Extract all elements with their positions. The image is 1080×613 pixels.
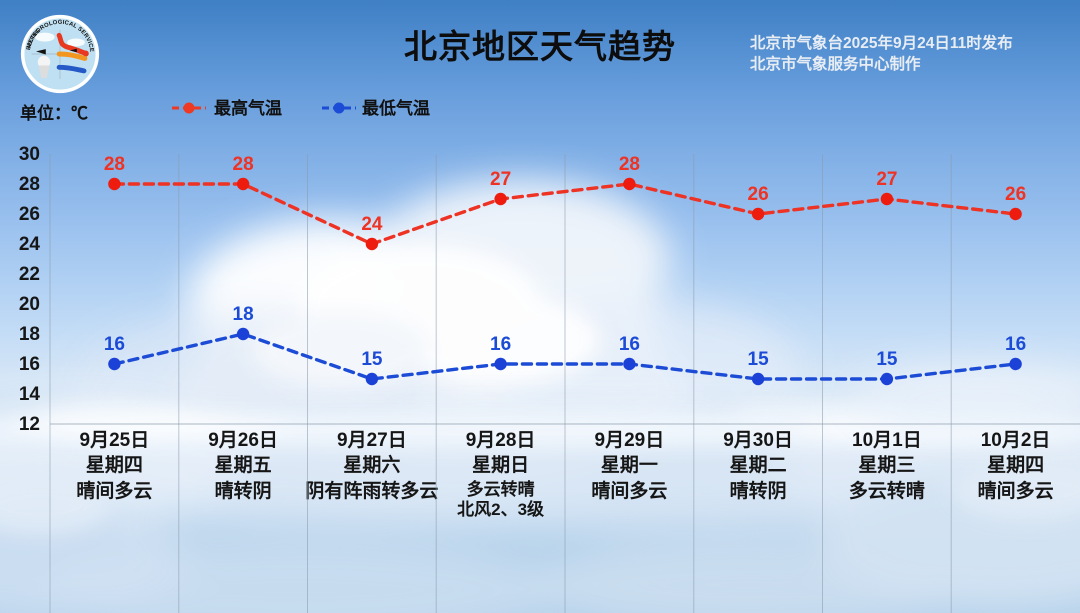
svg-text:28: 28 (19, 174, 40, 195)
svg-text:27: 27 (876, 169, 897, 190)
svg-text:最高气温: 最高气温 (214, 98, 282, 118)
svg-text:20: 20 (19, 294, 40, 315)
svg-text:星期日: 星期日 (472, 454, 529, 476)
svg-text:22: 22 (19, 264, 40, 285)
svg-text:16: 16 (104, 334, 125, 355)
svg-text:晴间多云: 晴间多云 (591, 479, 667, 502)
svg-text:27: 27 (490, 169, 511, 190)
svg-text:星期六: 星期六 (343, 453, 400, 476)
svg-text:26: 26 (1005, 184, 1026, 205)
svg-text:14: 14 (19, 384, 41, 405)
svg-text:10月1日: 10月1日 (852, 430, 922, 451)
svg-text:9月25日: 9月25日 (80, 430, 150, 451)
svg-text:9月28日: 9月28日 (466, 430, 536, 451)
svg-text:阴有阵雨转多云: 阴有阵雨转多云 (305, 479, 438, 502)
svg-text:星期三: 星期三 (858, 454, 915, 476)
svg-text:晴间多云: 晴间多云 (978, 479, 1054, 502)
svg-text:星期四: 星期四 (86, 454, 143, 476)
svg-text:多云转晴: 多云转晴 (467, 479, 535, 499)
svg-text:9月30日: 9月30日 (723, 430, 793, 451)
svg-text:晴间多云: 晴间多云 (76, 479, 152, 502)
svg-text:16: 16 (619, 334, 640, 355)
svg-text:24: 24 (19, 234, 41, 255)
svg-text:星期二: 星期二 (730, 454, 787, 476)
svg-text:26: 26 (19, 204, 40, 225)
svg-text:多云转晴: 多云转晴 (849, 479, 925, 502)
svg-text:星期一: 星期一 (601, 454, 658, 476)
svg-text:16: 16 (1005, 334, 1026, 355)
svg-text:28: 28 (619, 154, 640, 175)
svg-text:晴转阴: 晴转阴 (730, 479, 787, 502)
svg-text:12: 12 (19, 414, 40, 435)
svg-text:星期四: 星期四 (987, 454, 1044, 476)
svg-text:15: 15 (748, 349, 770, 370)
svg-text:18: 18 (19, 324, 40, 345)
svg-text:24: 24 (361, 214, 383, 235)
svg-text:9月29日: 9月29日 (595, 430, 665, 451)
svg-text:北风2、3级: 北风2、3级 (457, 499, 544, 519)
svg-text:18: 18 (233, 304, 254, 325)
svg-text:28: 28 (104, 154, 125, 175)
svg-text:星期五: 星期五 (215, 454, 272, 476)
svg-text:9月27日: 9月27日 (337, 430, 407, 451)
svg-text:晴转阴: 晴转阴 (215, 479, 272, 502)
svg-text:9月26日: 9月26日 (208, 430, 278, 451)
svg-text:15: 15 (361, 349, 383, 370)
svg-text:10月2日: 10月2日 (981, 430, 1051, 451)
svg-text:30: 30 (19, 144, 40, 165)
svg-text:最低气温: 最低气温 (362, 98, 430, 118)
svg-text:16: 16 (19, 354, 40, 375)
svg-text:15: 15 (876, 349, 898, 370)
svg-text:16: 16 (490, 334, 511, 355)
svg-text:28: 28 (233, 154, 254, 175)
svg-text:26: 26 (748, 184, 769, 205)
